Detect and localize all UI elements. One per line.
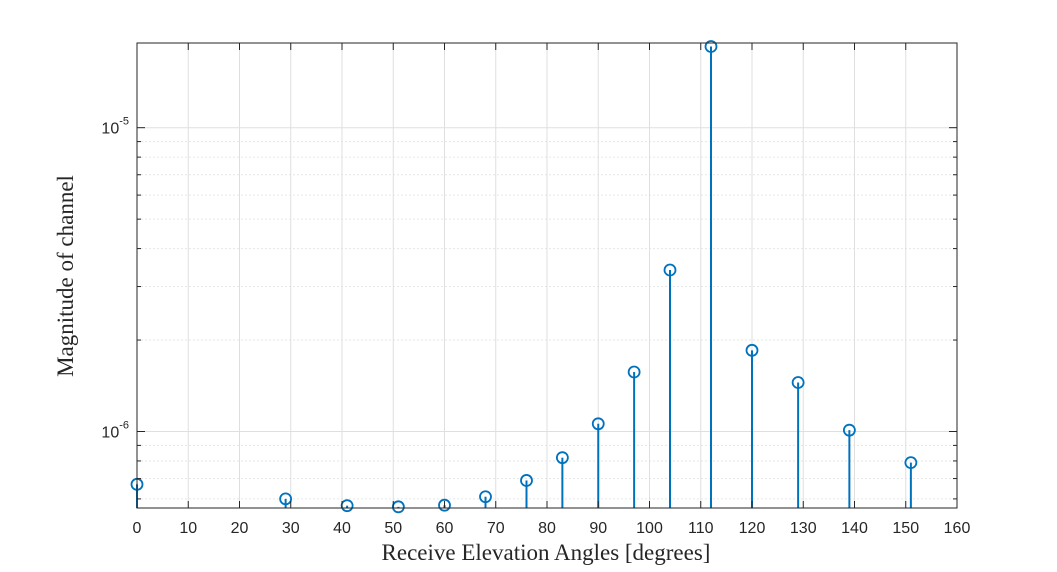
y-tick-base: 10 [101,121,119,138]
stem-marker [555,451,569,465]
x-tick-label: 60 [436,520,454,537]
y-tick-base: 10 [101,424,119,441]
stem-marker [627,365,641,379]
x-tick-label: 80 [538,520,556,537]
x-tick-labels: 0 10 20 30 40 50 60 70 80 90 100 110 120 130 140 150 160 [133,520,971,537]
stem-marker [791,376,805,389]
x-tick-label: 120 [739,520,766,537]
x-tick-label: 160 [944,520,971,537]
x-tick-label: 30 [282,520,300,537]
stem-marker [663,263,677,277]
stem-marker [591,417,605,431]
stem-marker [520,474,533,487]
x-tick-label: 20 [231,520,249,537]
y-tick-labels: 10-610-5 [101,116,129,442]
x-tick-label: 90 [589,520,607,537]
y-tick-exponent: -5 [119,116,129,128]
stem-marker [438,498,451,512]
y-tick-label: 10-6 [101,419,129,441]
x-tick-label: 110 [688,520,714,537]
axes-box [136,42,958,509]
x-tick-label: 10 [179,520,197,537]
x-tick-label: 150 [892,520,919,537]
stem-marker [479,490,492,504]
stem-marker [279,492,293,506]
stem-marker [704,40,718,53]
x-axis-label: Receive Elevation Angles [degrees] [382,540,711,565]
stem-marker [842,423,856,437]
x-tick-label: 0 [133,520,142,537]
x-tick-label: 100 [636,520,663,537]
x-tick-label: 130 [790,520,817,537]
x-tick-label: 70 [487,520,505,537]
x-tick-label: 40 [333,520,351,537]
data-stems [130,40,918,514]
stem-marker [745,343,759,357]
stem-marker [904,456,918,469]
x-tick-label: 140 [841,520,868,537]
y-tick-label: 10-5 [101,116,129,138]
y-tick-exponent: -6 [119,419,129,431]
y-axis-label: Magnitude of channel [53,175,78,377]
x-tick-label: 50 [384,520,402,537]
